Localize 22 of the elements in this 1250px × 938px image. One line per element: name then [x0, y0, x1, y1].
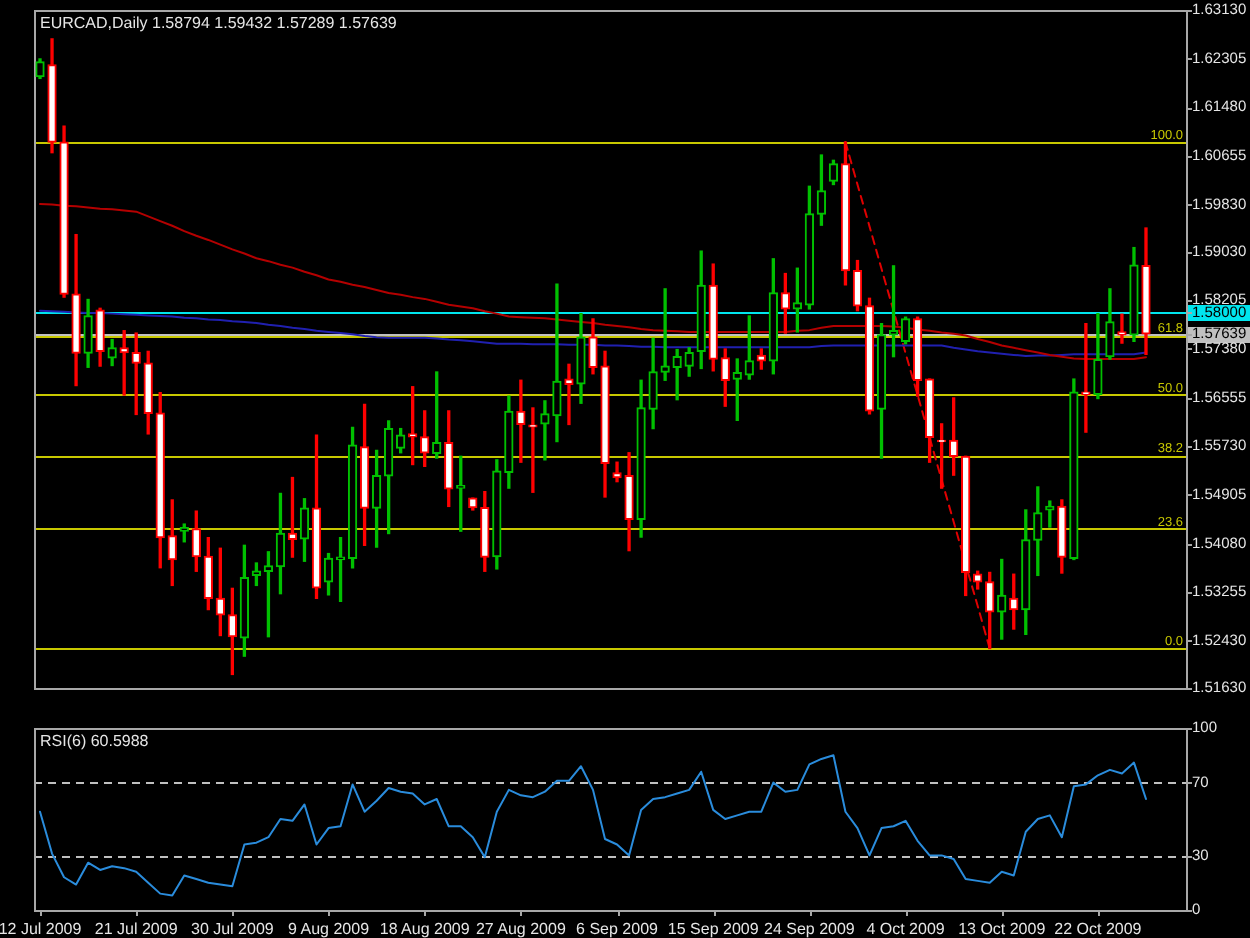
- x-tick-label: 6 Sep 2009: [576, 920, 660, 938]
- x-tick-label: 27 Aug 2009: [475, 920, 567, 938]
- x-tick-label: 24 Sep 2009: [764, 920, 856, 938]
- x-tick-label: 12 Jul 2009: [0, 920, 83, 938]
- chart-title: RSI(6) 60.5988: [40, 732, 150, 751]
- x-tick-label: 15 Sep 2009: [667, 920, 760, 938]
- x-tick-label: 22 Oct 2009: [1054, 920, 1143, 938]
- candlestick: [672, 348, 682, 401]
- line-series: [844, 141, 991, 650]
- chart-title: EURCAD,Daily 1.58794 1.59432 1.57289 1.57639: [40, 14, 398, 33]
- x-tick-label: 13 Oct 2009: [958, 920, 1047, 938]
- candlestick: [540, 400, 550, 461]
- candlestick: [660, 288, 670, 381]
- x-tick-label: 9 Aug 2009: [288, 920, 371, 938]
- x-tick-label: 30 Jul 2009: [190, 920, 275, 938]
- candlestick: [552, 283, 562, 443]
- candlestick: [528, 407, 538, 493]
- candlestick: [516, 379, 526, 463]
- candlestick: [564, 363, 574, 426]
- x-tick-label: 21 Jul 2009: [94, 920, 179, 938]
- x-tick-label: 18 Aug 2009: [379, 920, 471, 938]
- x-tick-label: 4 Oct 2009: [866, 920, 946, 938]
